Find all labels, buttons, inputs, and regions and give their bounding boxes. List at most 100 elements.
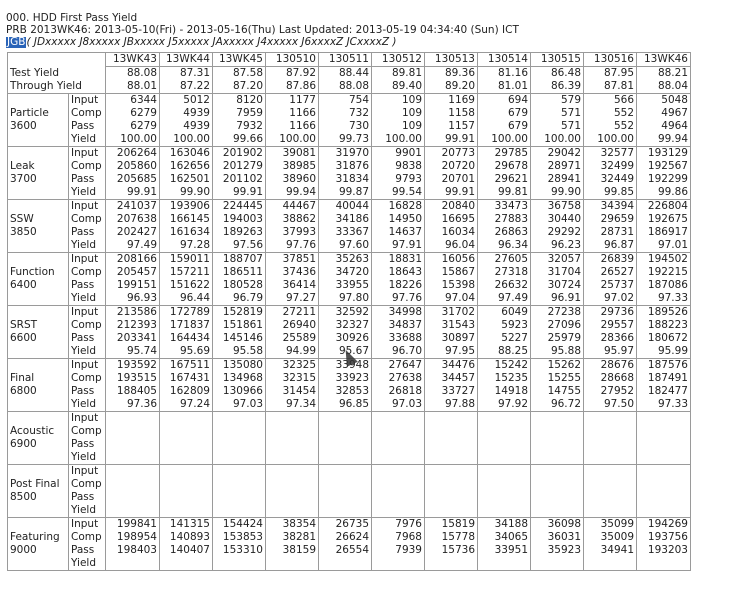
stage-cell: 188707 186511 180528 96.79 — [212, 252, 266, 306]
yield-value: 96.85 — [338, 398, 369, 410]
pass-value: 182477 — [647, 385, 688, 397]
input-value: 6344 — [130, 94, 157, 107]
stage-cell: 208166 205457 199151 96.93 — [105, 252, 160, 306]
input-value: 193129 — [647, 147, 688, 160]
stage-cell: 9901 9838 9793 99.54 — [371, 146, 425, 200]
input-value: 224445 — [222, 200, 263, 213]
comp-value: 192215 — [647, 266, 688, 278]
input-value: 27605 — [494, 253, 528, 266]
input-value: 18831 — [388, 253, 422, 266]
column-header: 13WK43 — [105, 52, 160, 67]
comp-value: 26624 — [335, 531, 369, 543]
yield-value: 96.34 — [497, 239, 528, 251]
stage-cell: 135080 134968 130966 97.03 — [212, 358, 266, 412]
input-value: 38354 — [282, 518, 316, 531]
comp-value: 552 — [613, 107, 634, 119]
stage-cell: 16056 15867 15398 97.04 — [424, 252, 478, 306]
comp-value: 1158 — [448, 107, 475, 119]
yield-value: 99.91 — [232, 186, 263, 198]
stage-label: Post Final 8500 — [7, 464, 69, 518]
comp-value — [639, 425, 688, 438]
stage-cell: 27238 27096 25979 95.88 — [530, 305, 584, 359]
stage-cell — [477, 464, 531, 518]
yield-value: 95.69 — [179, 345, 210, 357]
yield-value — [215, 451, 263, 464]
comp-value: 34065 — [494, 531, 528, 543]
metric-label: Comp — [71, 107, 102, 119]
stage-code: 9000 — [10, 544, 37, 556]
pass-value: 34941 — [600, 544, 634, 556]
metric-label: Input — [71, 94, 99, 107]
pass-value — [108, 438, 157, 451]
input-value: 7976 — [395, 518, 422, 531]
stage-cell: 29785 29678 29621 99.81 — [477, 146, 531, 200]
stage-cell: 36098 36031 35923 — [530, 517, 584, 571]
through-yield-value: 89.20 — [444, 80, 475, 92]
comp-value: 32499 — [600, 160, 634, 172]
yield-value — [268, 557, 316, 570]
pass-value — [639, 438, 688, 451]
test-yield-value: 87.92 — [285, 67, 316, 80]
stage-cell: 33948 33923 32853 96.85 — [318, 358, 372, 412]
tty-cell: 87.95 87.81 — [583, 66, 637, 94]
yield-value: 95.67 — [338, 345, 369, 357]
column-header: 130511 — [318, 52, 372, 67]
yield-value: 97.28 — [179, 239, 210, 251]
stage-cell: 31970 31876 31834 99.87 — [318, 146, 372, 200]
metric-label: Comp — [71, 478, 102, 490]
comp-value: 32327 — [335, 319, 369, 331]
pass-value: 32449 — [600, 173, 634, 185]
yield-value: 96.91 — [550, 292, 581, 304]
yield-value — [533, 504, 581, 517]
comp-value: 29678 — [494, 160, 528, 172]
input-value: 241037 — [116, 200, 157, 213]
yield-value: 100.00 — [173, 133, 210, 145]
stage-cell: 193906 166145 161634 97.28 — [159, 199, 213, 253]
column-header: 130516 — [583, 52, 637, 67]
model-tag[interactable]: JGB — [6, 36, 27, 48]
stage-cell: 20840 16695 16034 96.04 — [424, 199, 478, 253]
input-value: 29736 — [600, 306, 634, 319]
stage-cell — [212, 411, 266, 465]
comp-value: 27638 — [388, 372, 422, 384]
stage-cell — [424, 411, 478, 465]
through-yield-value: 87.81 — [603, 80, 634, 92]
comp-value — [321, 478, 369, 491]
yield-value: 97.76 — [285, 239, 316, 251]
stage-label: SSW 3850 — [7, 199, 69, 253]
pass-value — [108, 491, 157, 504]
input-value — [321, 413, 369, 426]
tty-cell: 87.58 87.20 — [212, 66, 266, 94]
column-header: 130512 — [371, 52, 425, 67]
stage-cell: 194269 193756 193203 — [636, 517, 691, 571]
pass-value: 151622 — [169, 279, 210, 291]
column-header: 13WK44 — [159, 52, 213, 67]
stage-row: Featuring 9000 Input Comp Pass Yield 199841 198… — [7, 517, 691, 571]
pass-value: 162501 — [169, 173, 210, 185]
pass-value: 31454 — [282, 385, 316, 397]
stage-cell: 241037 207638 202427 97.49 — [105, 199, 160, 253]
metric-label: Pass — [71, 226, 95, 238]
yield-value: 97.76 — [391, 292, 422, 304]
comp-value: 192567 — [647, 160, 688, 172]
comp-value: 679 — [507, 107, 528, 119]
input-value — [639, 466, 688, 479]
pass-value: 203341 — [116, 332, 157, 344]
input-value: 35099 — [600, 518, 634, 531]
yield-value: 96.87 — [603, 239, 634, 251]
comp-value: 29557 — [600, 319, 634, 331]
pass-value: 198403 — [116, 544, 157, 556]
through-yield-label: Through Yield — [10, 79, 82, 92]
comp-value — [268, 425, 316, 438]
pass-value — [480, 438, 528, 451]
comp-value: 37436 — [282, 266, 316, 278]
stage-cell — [105, 464, 160, 518]
stage-cell: 26839 26527 25737 97.02 — [583, 252, 637, 306]
metric-labels: Input Comp Pass Yield — [68, 146, 106, 200]
comp-value: 38985 — [282, 160, 316, 172]
pass-value: 28731 — [600, 226, 634, 238]
yield-value: 99.91 — [444, 186, 475, 198]
input-value: 29042 — [547, 147, 581, 160]
tty-cell: 86.48 86.39 — [530, 66, 584, 94]
input-value — [108, 413, 157, 426]
